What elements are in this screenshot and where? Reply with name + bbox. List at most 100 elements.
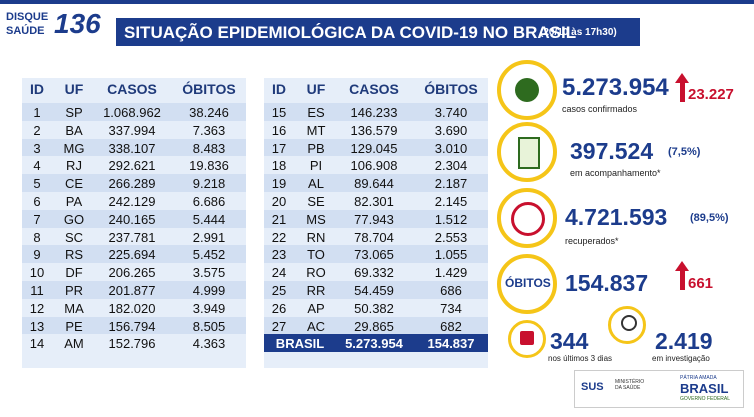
deaths-value: 154.837 bbox=[565, 270, 649, 296]
header-cell: ID bbox=[272, 81, 286, 97]
confirmed-label: casos confirmados bbox=[562, 104, 638, 114]
table-cell: 3.740 bbox=[434, 105, 468, 120]
government: GOVERNO FEDERAL bbox=[680, 396, 731, 402]
table-cell: 292.621 bbox=[108, 158, 156, 174]
table-cell: 734 bbox=[440, 300, 462, 316]
table-cell: 1.512 bbox=[434, 211, 468, 227]
table-cell: 8.505 bbox=[192, 318, 226, 334]
table-row bbox=[22, 174, 246, 192]
table-cell: 2.187 bbox=[434, 176, 468, 192]
table-cell: 5 bbox=[33, 176, 41, 192]
table-cell: RR bbox=[306, 283, 326, 298]
footer-logos: SUS MINISTÉRIO DA SAÚDE PÁTRIA AMADA BRA… bbox=[574, 370, 744, 408]
table-cell: PI bbox=[309, 158, 323, 174]
table-row bbox=[264, 245, 488, 264]
table-cell: 337.994 bbox=[108, 122, 156, 138]
logo: DISQUE SAÚDE 136 bbox=[4, 8, 110, 42]
table-cell: 29.865 bbox=[354, 318, 394, 334]
last-days-value: 344 bbox=[550, 328, 589, 354]
table-cell: 240.165 bbox=[108, 211, 156, 227]
table-cell: 4.999 bbox=[192, 283, 226, 298]
table-cell: 682 bbox=[440, 318, 462, 334]
table-cell: 27 bbox=[271, 318, 287, 334]
table-cell: 2 bbox=[33, 122, 41, 138]
table-cell: AC bbox=[306, 318, 326, 334]
total-row bbox=[264, 334, 488, 353]
logo-number: 136 bbox=[54, 8, 101, 39]
table-cell: 3.575 bbox=[192, 265, 226, 281]
table-cell: 6 bbox=[33, 194, 41, 209]
table-cell: SC bbox=[64, 229, 84, 245]
confirmed-new: 23.227 bbox=[688, 86, 734, 103]
table-cell: RO bbox=[306, 265, 326, 281]
table-cell: 54.459 bbox=[354, 283, 394, 298]
table-cell: 4 bbox=[33, 158, 41, 174]
table-row bbox=[264, 138, 488, 157]
icon-clipboard bbox=[497, 122, 557, 182]
recovered-label: recuperados* bbox=[565, 236, 619, 246]
table-cell: AP bbox=[307, 300, 325, 316]
table-cell: 38.246 bbox=[189, 105, 229, 120]
header-cell: UF bbox=[306, 81, 326, 97]
table-cell: 16 bbox=[271, 122, 287, 138]
investigation-value: 2.419 bbox=[655, 328, 713, 354]
confirmed-value: 5.273.954 bbox=[562, 74, 669, 101]
logo-top: DISQUE bbox=[6, 11, 49, 23]
table-cell: 8 bbox=[33, 229, 41, 245]
total-cell: 5.273.954 bbox=[345, 336, 403, 352]
table-row bbox=[264, 298, 488, 317]
table-cell: 12 bbox=[29, 300, 45, 316]
table-cell: PA bbox=[65, 194, 83, 209]
header-cell: ÓBITOS bbox=[424, 81, 478, 97]
table-cell: 5.444 bbox=[192, 211, 226, 227]
table-cell: 14 bbox=[29, 336, 45, 352]
header-cell: CASOS bbox=[107, 81, 157, 97]
table-cell: 25 bbox=[271, 283, 287, 298]
table-cell: 19.836 bbox=[189, 158, 229, 174]
ministry: MINISTÉRIO DA SAÚDE bbox=[615, 379, 645, 391]
table-cell: 9.218 bbox=[192, 176, 226, 192]
table-cell: 77.943 bbox=[354, 211, 394, 227]
table-cell: RS bbox=[64, 247, 84, 263]
logo-bottom: SAÚDE bbox=[6, 25, 45, 37]
brasil: BRASIL bbox=[680, 381, 729, 396]
table-cell: 3.949 bbox=[192, 300, 226, 316]
table-cell: 182.020 bbox=[108, 300, 156, 316]
monitoring-value: 397.524 bbox=[570, 138, 654, 164]
recovered-percent: (89,5%) bbox=[690, 212, 729, 224]
table-cell: 9 bbox=[33, 247, 41, 263]
table-cell: 3.010 bbox=[434, 140, 468, 156]
table-row bbox=[264, 103, 488, 121]
table-cell: 266.289 bbox=[108, 176, 156, 192]
table-row bbox=[22, 281, 246, 299]
table-row bbox=[22, 316, 246, 335]
table-cell: 129.045 bbox=[350, 140, 398, 156]
table-cell: 242.129 bbox=[108, 194, 156, 209]
table-row bbox=[22, 334, 246, 353]
investigation-label: em investigação bbox=[652, 354, 710, 363]
last-days-label: nos últimos 3 dias bbox=[548, 354, 613, 363]
arrow bbox=[680, 82, 685, 102]
title-banner: SITUAÇÃO EPIDEMIOLÓGICA DA COVID-19 NO B… bbox=[116, 18, 640, 46]
monitoring-percent: (7,5%) bbox=[668, 146, 701, 158]
table-cell: 21 bbox=[271, 211, 287, 227]
table-cell: 17 bbox=[271, 140, 287, 156]
table-cell: TO bbox=[307, 247, 325, 263]
table-cell: PB bbox=[307, 140, 325, 156]
icon-deaths: ÓBITOS bbox=[497, 254, 557, 314]
table-row bbox=[22, 103, 246, 121]
table-row bbox=[264, 174, 488, 192]
table-cell: MT bbox=[306, 122, 326, 138]
monitoring-label: em acompanhamento* bbox=[570, 168, 661, 178]
table-cell: 338.107 bbox=[108, 140, 156, 156]
table-cell: 6.686 bbox=[192, 194, 226, 209]
total-cell: BRASIL bbox=[275, 336, 325, 352]
table-row bbox=[22, 227, 246, 246]
table-cell: 1 bbox=[33, 105, 41, 120]
right-table: ID UF CASOS ÓBITOS 15 ES 146.233 3.740 16 MT 136.5… bbox=[264, 78, 488, 368]
table-cell: RJ bbox=[66, 158, 82, 174]
table-cell: 89.644 bbox=[354, 176, 394, 192]
table-cell: 19 bbox=[271, 176, 287, 192]
table-cell: SE bbox=[307, 194, 325, 209]
